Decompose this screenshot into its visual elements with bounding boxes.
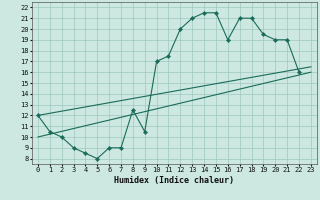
X-axis label: Humidex (Indice chaleur): Humidex (Indice chaleur) xyxy=(115,176,234,185)
